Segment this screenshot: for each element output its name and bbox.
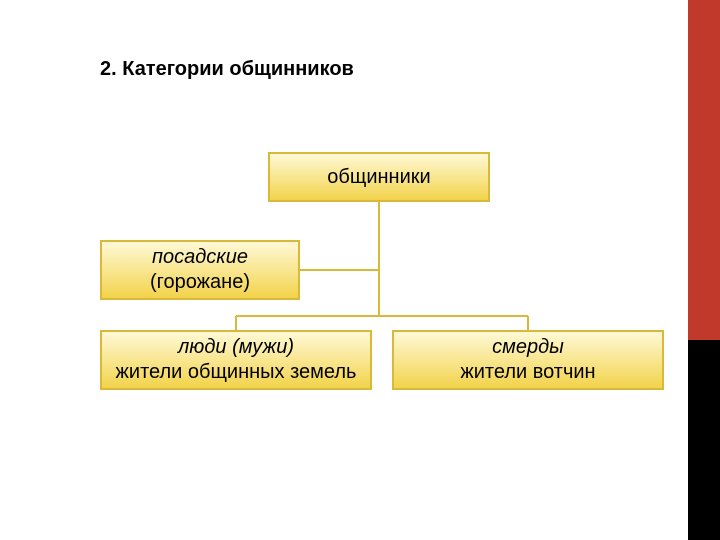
node-side-italic: посадские <box>152 245 248 270</box>
accent-sidebar-red <box>688 0 720 340</box>
page-title: 2. Категории общинников <box>100 58 354 81</box>
node-right-label: жители вотчин <box>460 360 595 385</box>
node-right-italic: смерды <box>492 335 564 360</box>
node-root: общинники <box>268 152 490 202</box>
node-left-italic: люди (мужи) <box>178 335 294 360</box>
node-right: смерды жители вотчин <box>392 330 664 390</box>
node-left-label: жители общинных земель <box>116 360 357 385</box>
accent-sidebar-black <box>688 340 720 540</box>
node-side-label: (горожане) <box>150 270 250 295</box>
node-root-label: общинники <box>327 165 430 190</box>
node-side: посадские (горожане) <box>100 240 300 300</box>
node-left: люди (мужи) жители общинных земель <box>100 330 372 390</box>
